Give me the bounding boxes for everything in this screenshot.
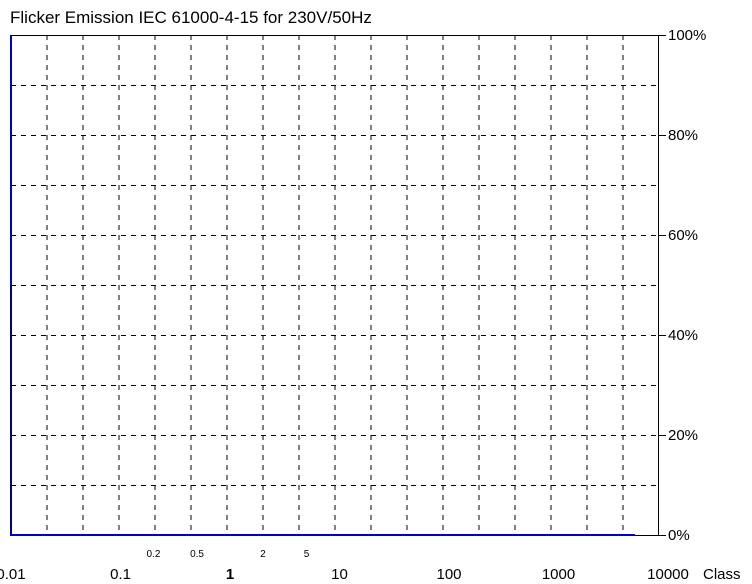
x-axis-ticks: 0.01 0.1 0.2 0.5 1 2 5 10 100 1000 10000 <box>0 549 689 583</box>
y-tick-label: 80% <box>668 127 698 144</box>
x-tick-label: 5 <box>304 549 310 560</box>
x-tick-label: 0.2 <box>147 549 161 560</box>
x-tick-label: 1 <box>226 566 234 583</box>
y-tick-label: 0% <box>668 527 690 544</box>
y-tick-label: 20% <box>668 427 698 444</box>
chart-title: Flicker Emission IEC 61000-4-15 for 230V… <box>10 8 372 27</box>
x-tick-label: 10 <box>331 566 348 583</box>
y-tick-label: 40% <box>668 327 698 344</box>
y-tick-label: 60% <box>668 227 698 244</box>
x-tick-label: 100 <box>436 566 461 583</box>
series-group <box>10 35 636 536</box>
x-tick-label: 2 <box>260 549 266 560</box>
y-tick-label: 100% <box>668 27 706 44</box>
x-tick-label: 0.1 <box>110 566 131 583</box>
grid-lines <box>11 35 658 535</box>
y-axis-ticks: 100% 80% 60% 40% 20% 0% <box>658 27 706 544</box>
x-unit-label: Class <box>703 566 741 583</box>
x-tick-label: 0.01 <box>0 566 26 583</box>
x-tick-label: 1000 <box>542 566 575 583</box>
x-tick-label: 10000 <box>647 566 689 583</box>
x-tick-label: 0.5 <box>190 549 204 560</box>
